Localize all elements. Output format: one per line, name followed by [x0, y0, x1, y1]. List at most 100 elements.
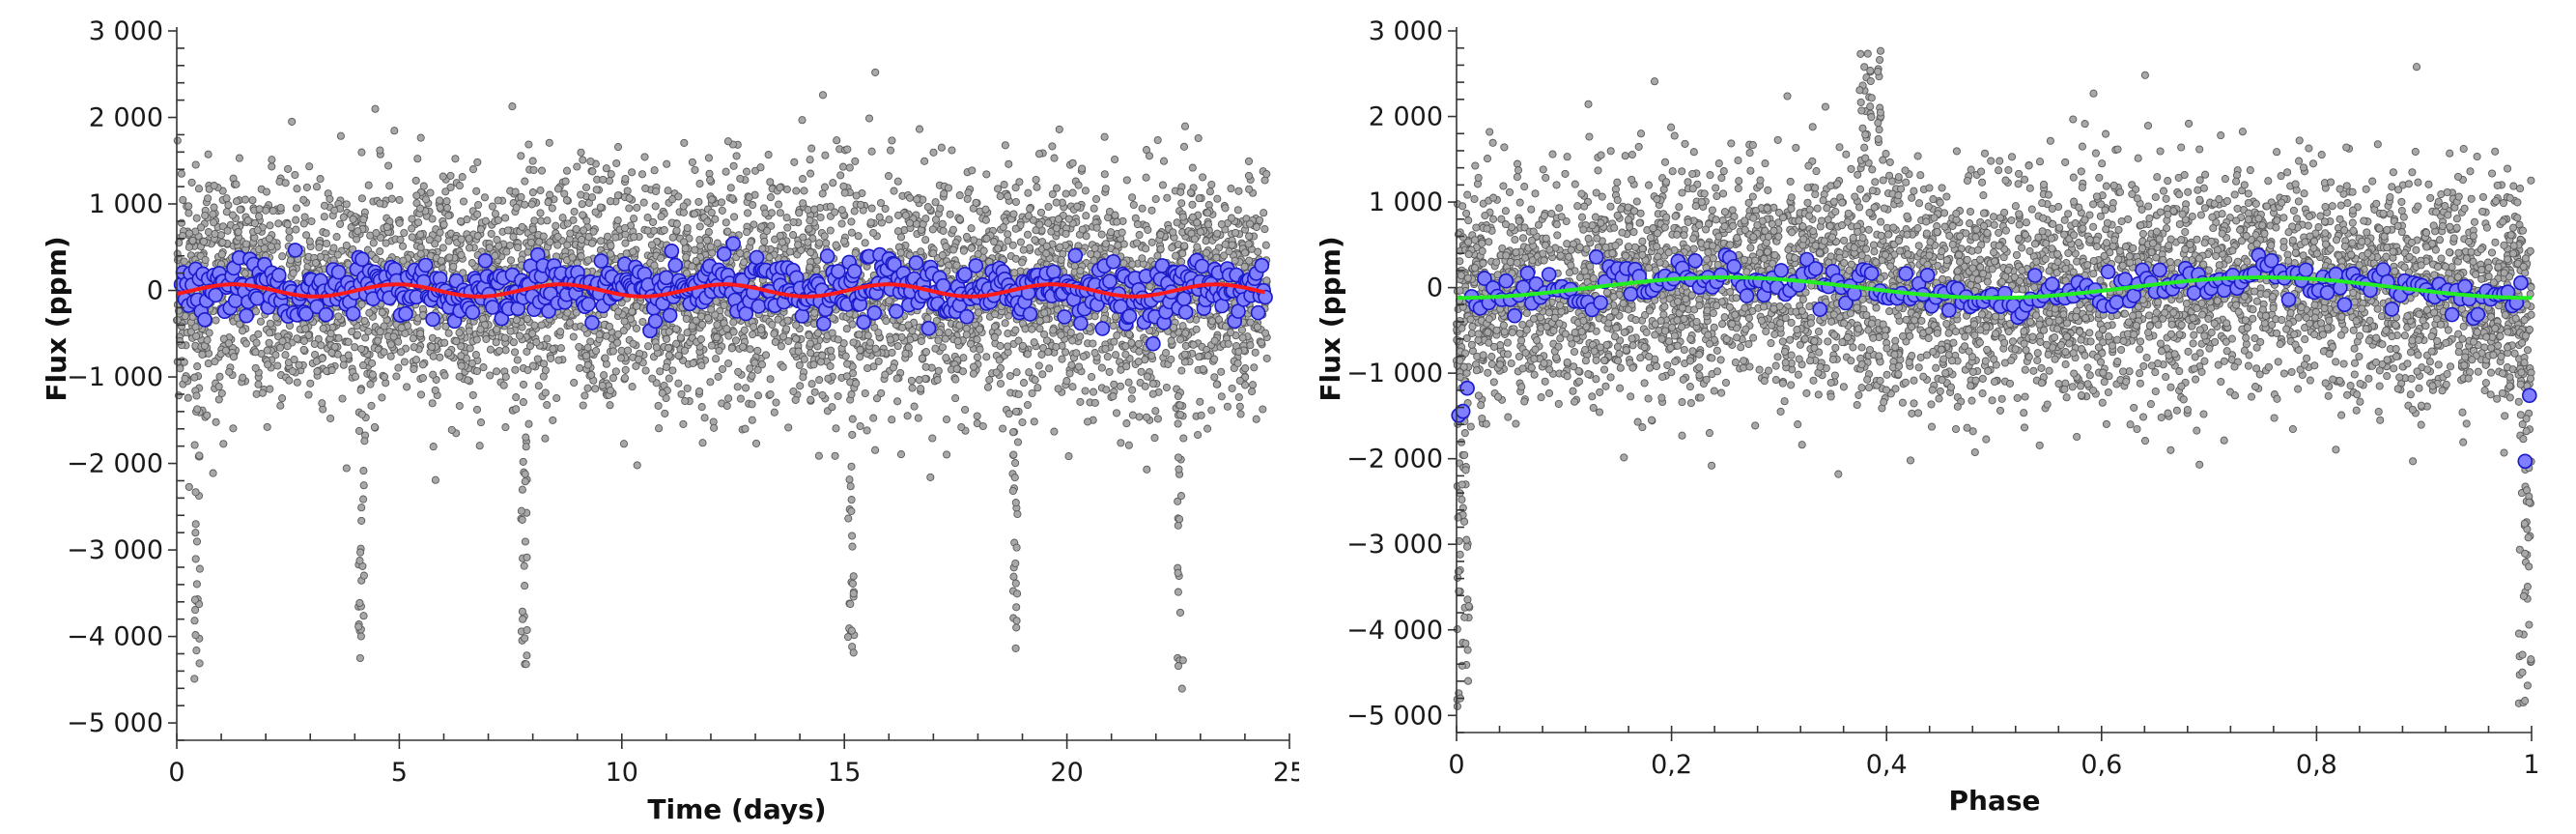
- raw-point: [263, 346, 271, 355]
- raw-point: [1058, 355, 1066, 363]
- raw-point: [1176, 187, 1185, 196]
- raw-point: [285, 234, 294, 243]
- raw-point: [1186, 188, 1195, 197]
- raw-point: [807, 395, 815, 404]
- raw-point: [717, 198, 726, 207]
- raw-point: [536, 209, 545, 217]
- raw-point: [761, 351, 771, 359]
- raw-point: [613, 216, 622, 225]
- raw-point: [953, 336, 962, 346]
- raw-point: [668, 233, 677, 242]
- raw-point: [620, 317, 629, 326]
- raw-point: [1068, 336, 1077, 345]
- raw-point: [792, 334, 801, 343]
- raw-point: [210, 182, 218, 190]
- raw-point: [795, 360, 804, 369]
- raw-point: [465, 244, 474, 252]
- raw-point: [1241, 364, 1250, 373]
- raw-point: [339, 213, 348, 221]
- raw-point: [654, 401, 663, 410]
- raw-point: [456, 217, 466, 226]
- raw-point: [253, 226, 262, 235]
- raw-point: [852, 379, 861, 388]
- raw-point: [724, 394, 733, 403]
- raw-point: [1091, 194, 1101, 204]
- raw-point: [392, 372, 401, 381]
- raw-point: [439, 244, 447, 252]
- raw-point: [1177, 257, 1186, 266]
- raw-point: [818, 189, 827, 198]
- raw-point: [974, 308, 983, 317]
- raw-point: [468, 390, 477, 399]
- raw-point: [944, 184, 953, 192]
- raw-point: [278, 394, 287, 403]
- raw-point: [703, 217, 712, 226]
- raw-point: [216, 231, 226, 240]
- raw-point: [376, 328, 384, 336]
- raw-point: [524, 419, 533, 428]
- raw-point: [512, 393, 521, 402]
- raw-point: [431, 386, 439, 394]
- raw-point: [1127, 394, 1136, 403]
- raw-point: [798, 116, 807, 125]
- raw-point: [1097, 230, 1106, 239]
- raw-point: [361, 333, 370, 342]
- raw-point: [613, 143, 623, 152]
- raw-point: [732, 152, 741, 160]
- raw-point: [723, 137, 732, 146]
- raw-point: [479, 363, 488, 372]
- raw-point: [886, 146, 895, 155]
- raw-point: [634, 355, 643, 363]
- raw-point: [816, 213, 825, 222]
- raw-point: [1251, 348, 1260, 357]
- raw-point: [789, 217, 798, 226]
- raw-point: [621, 365, 630, 374]
- raw-point: [938, 251, 947, 260]
- raw-point: [380, 348, 388, 357]
- raw-point: [339, 360, 348, 369]
- raw-point: [827, 346, 835, 355]
- raw-point: [256, 317, 266, 326]
- raw-point: [190, 373, 199, 382]
- raw-point: [790, 158, 799, 166]
- raw-point: [512, 203, 521, 212]
- raw-point: [1090, 256, 1098, 265]
- raw-point: [1170, 323, 1178, 331]
- raw-point: [1156, 230, 1165, 239]
- raw-point: [506, 256, 516, 265]
- raw-point: [436, 353, 444, 361]
- raw-point: [185, 229, 194, 238]
- raw-point: [712, 355, 721, 363]
- raw-point: [556, 344, 565, 353]
- raw-point: [1228, 241, 1236, 249]
- raw-point: [241, 269, 249, 277]
- raw-point: [818, 351, 827, 359]
- raw-point: [179, 195, 187, 204]
- raw-point: [775, 200, 783, 209]
- raw-point: [1018, 417, 1027, 427]
- raw-point: [1162, 349, 1171, 358]
- raw-point: [1056, 243, 1064, 251]
- raw-point: [371, 104, 380, 113]
- raw-point: [578, 200, 586, 209]
- raw-point: [994, 244, 1003, 253]
- raw-point: [804, 238, 812, 246]
- raw-point: [1207, 317, 1217, 326]
- raw-point: [540, 359, 549, 368]
- raw-point: [1158, 181, 1167, 189]
- raw-point: [276, 203, 285, 213]
- raw-point: [822, 239, 831, 247]
- raw-point: [378, 393, 386, 402]
- raw-point: [784, 423, 793, 432]
- raw-point: [353, 331, 362, 339]
- raw-point: [1116, 382, 1125, 390]
- raw-point: [757, 360, 767, 369]
- raw-point: [690, 210, 698, 218]
- raw-point: [429, 352, 438, 360]
- raw-point: [570, 378, 579, 388]
- raw-point: [704, 314, 713, 323]
- raw-point: [643, 226, 652, 235]
- raw-point: [647, 241, 656, 249]
- raw-point: [565, 318, 574, 327]
- raw-point: [234, 227, 242, 237]
